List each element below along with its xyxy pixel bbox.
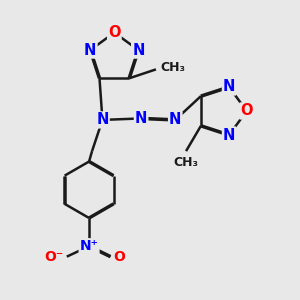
Text: O: O xyxy=(108,25,121,40)
Text: N: N xyxy=(223,80,235,94)
Text: CH₃: CH₃ xyxy=(160,61,185,74)
Text: N: N xyxy=(135,111,147,126)
Text: N: N xyxy=(169,112,182,128)
Text: N: N xyxy=(132,43,145,58)
Text: N: N xyxy=(96,112,109,128)
Text: N⁺: N⁺ xyxy=(80,239,98,253)
Text: N: N xyxy=(84,43,97,58)
Text: N: N xyxy=(223,128,235,142)
Text: O: O xyxy=(240,103,253,118)
Text: CH₃: CH₃ xyxy=(173,156,199,169)
Text: O: O xyxy=(113,250,125,264)
Text: O⁻: O⁻ xyxy=(45,250,64,264)
